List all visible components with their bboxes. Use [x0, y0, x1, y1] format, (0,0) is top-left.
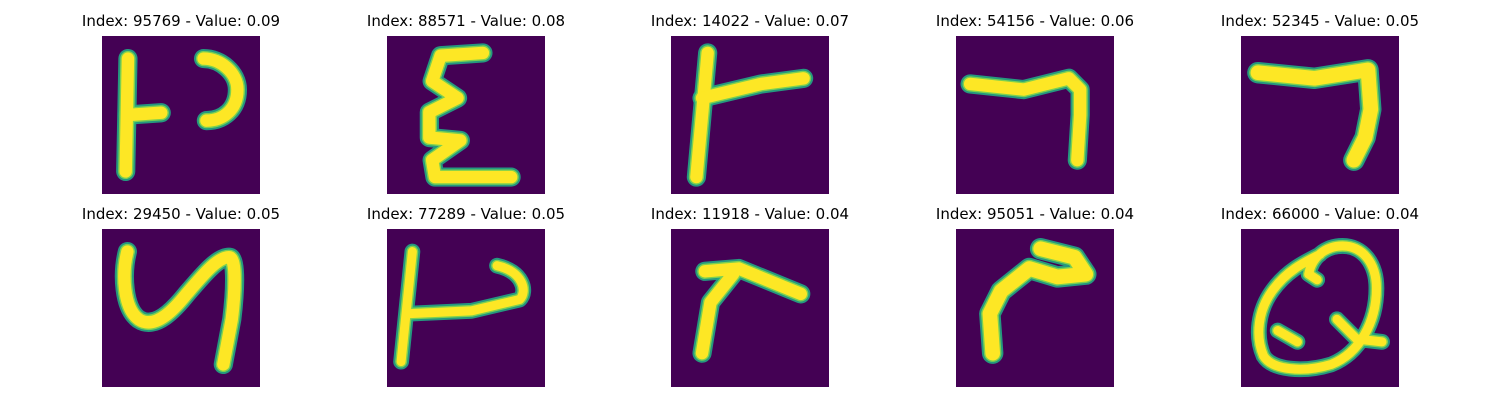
panel-image	[1241, 36, 1399, 194]
panel-image	[1241, 229, 1399, 387]
glyph-stroke	[1273, 326, 1302, 347]
panel-title: Index: 14022 - Value: 0.07	[650, 12, 850, 30]
handwritten-glyph	[979, 238, 1097, 364]
glyph-stroke	[197, 52, 244, 127]
glyph-stroke	[1252, 240, 1383, 376]
panel-image	[671, 36, 829, 194]
glyph-stroke	[396, 247, 417, 367]
panel-image	[671, 229, 829, 387]
panel-title: Index: 54156 - Value: 0.06	[935, 12, 1135, 30]
handwritten-glyph	[419, 43, 521, 187]
glyph-stroke	[695, 72, 810, 105]
panel-image	[387, 36, 545, 194]
glyph-stroke	[1254, 241, 1381, 374]
glyph-stroke	[1332, 314, 1387, 347]
handwritten-glyph	[692, 258, 811, 363]
handwritten-glyph	[960, 68, 1090, 170]
panel-title: Index: 52345 - Value: 0.05	[1220, 12, 1420, 30]
glyph-stroke	[1250, 62, 1379, 168]
panel-image	[956, 229, 1114, 387]
handwritten-glyph	[1247, 59, 1382, 171]
handwritten-glyph	[686, 43, 814, 187]
glyph-stroke	[121, 106, 168, 122]
panel-title: Index: 11918 - Value: 0.04	[650, 205, 850, 223]
panel-image	[102, 229, 260, 387]
panel-title: Index: 88571 - Value: 0.08	[366, 12, 566, 30]
glyph-stroke	[695, 267, 740, 360]
glyph-stroke	[690, 46, 714, 184]
glyph-stroke	[982, 241, 1094, 361]
panel-title: Index: 95769 - Value: 0.09	[81, 12, 281, 30]
glyph-stroke	[405, 261, 528, 319]
panel-image	[102, 36, 260, 194]
panel-title: Index: 77289 - Value: 0.05	[366, 205, 566, 223]
glyph-stroke	[698, 262, 807, 301]
glyph-stroke	[963, 72, 1087, 167]
panel-title: Index: 29450 - Value: 0.05	[81, 205, 281, 223]
panel-title: Index: 66000 - Value: 0.04	[1220, 205, 1420, 223]
handwritten-glyph	[116, 48, 248, 182]
glyph-stroke	[118, 245, 241, 371]
handwritten-glyph	[114, 241, 245, 375]
panel-image	[956, 36, 1114, 194]
panel-image	[387, 229, 545, 387]
panel-title: Index: 95051 - Value: 0.04	[935, 205, 1135, 223]
handwritten-glyph	[1250, 238, 1390, 378]
glyph-stroke	[423, 46, 518, 184]
handwritten-glyph	[393, 243, 532, 370]
